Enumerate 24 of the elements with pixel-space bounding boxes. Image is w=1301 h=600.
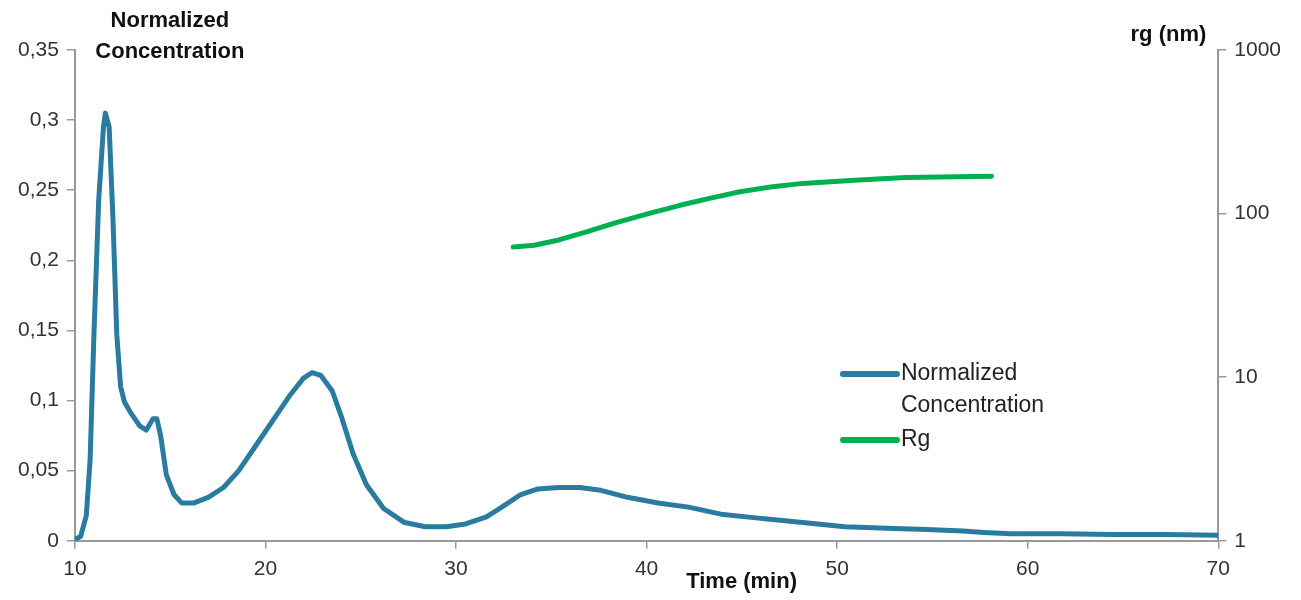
x-tick-label: 40 <box>634 556 659 580</box>
legend-label: Normalized Concentration <box>900 359 1045 418</box>
legend-label: Rg <box>900 425 931 452</box>
y-tick-label: 0,15 <box>18 317 59 341</box>
y2-tick-label: 10 <box>1234 364 1258 387</box>
x-tick-label: 10 <box>63 556 87 580</box>
y2-axis-title: rg (nm) <box>1130 21 1207 47</box>
y-tick-label: 0,3 <box>29 106 59 130</box>
y-tick-label: 0,1 <box>29 387 59 411</box>
y2-tick-label: 100 <box>1234 200 1270 224</box>
y-tick-label: 0,35 <box>18 36 59 60</box>
x-tick-label: 70 <box>1206 556 1230 580</box>
y2-tick-label: 1000 <box>1234 36 1281 60</box>
x-tick-label: 60 <box>1016 556 1040 580</box>
x-axis-title: Time (min) <box>686 568 797 594</box>
y-tick-label: 0,2 <box>29 247 59 271</box>
y-tick-label: 0,25 <box>18 177 59 201</box>
x-tick-label: 20 <box>253 556 278 580</box>
y2-tick-label: 1 <box>1234 527 1246 551</box>
x-tick-label: 50 <box>825 556 849 580</box>
y-tick-label: 0,05 <box>18 457 59 481</box>
y-tick-label: 0 <box>47 527 59 551</box>
x-tick-label: 30 <box>444 556 468 580</box>
y-axis-title: Normalized Concentration <box>95 7 245 64</box>
